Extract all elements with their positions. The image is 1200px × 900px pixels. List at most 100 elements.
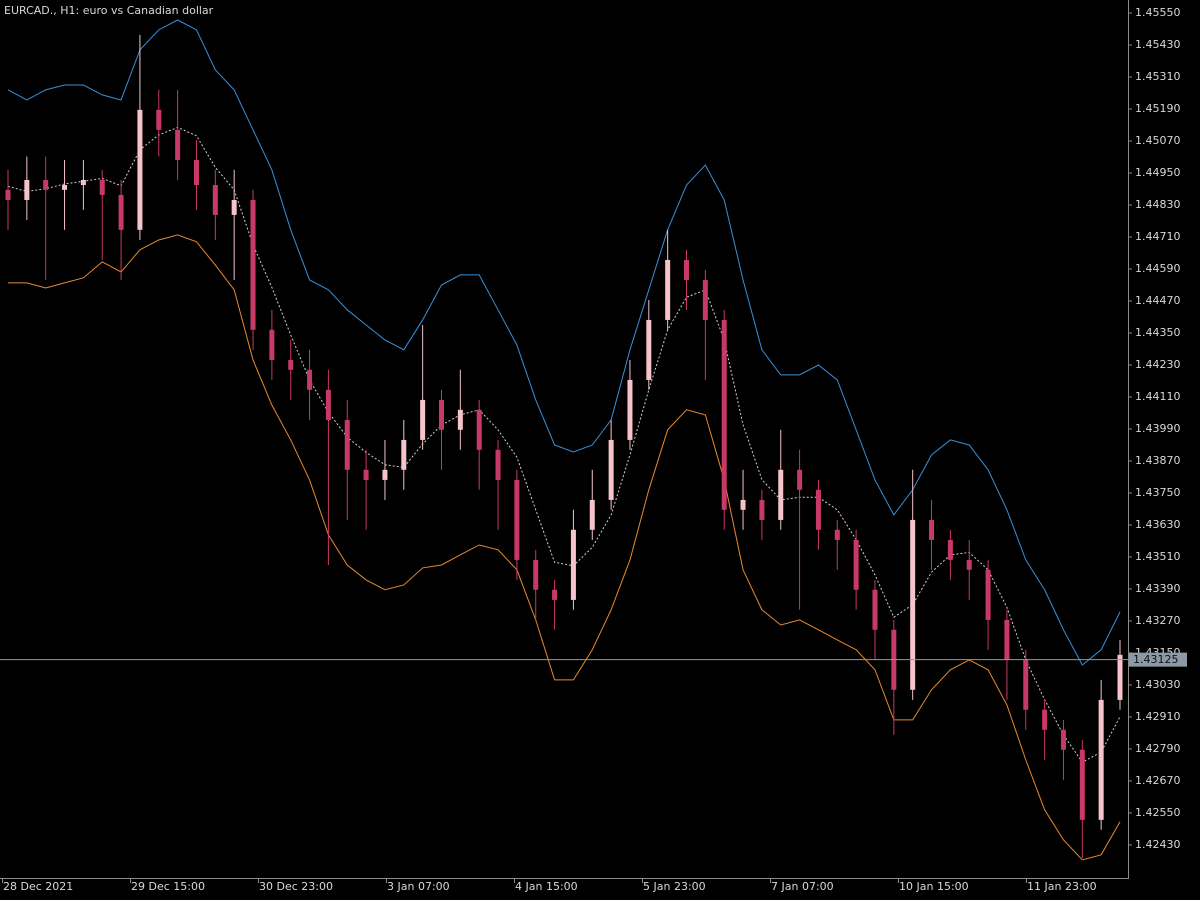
x-tick-label: 10 Jan 15:00 <box>899 880 969 893</box>
y-tick-label: 1.42550 <box>1135 806 1181 819</box>
candle-body <box>759 499 765 520</box>
y-tick-label: 1.45310 <box>1135 70 1181 83</box>
candle-body <box>99 179 105 195</box>
candle-body <box>457 409 463 430</box>
candle-body <box>231 199 237 215</box>
candle-body <box>24 179 30 200</box>
y-tick-label: 1.44950 <box>1135 166 1181 179</box>
candle-body <box>1079 749 1085 820</box>
candle-body <box>382 469 388 480</box>
y-tick-label: 1.44830 <box>1135 198 1181 211</box>
y-tick-label: 1.43030 <box>1135 678 1181 691</box>
last-price-label: 1.43125 <box>1133 653 1179 666</box>
candle-body <box>721 319 727 510</box>
y-tick-label: 1.43270 <box>1135 614 1181 627</box>
candle-body <box>570 529 576 600</box>
candle-body <box>702 279 708 320</box>
y-tick-label: 1.42430 <box>1135 838 1181 851</box>
candle-body <box>288 359 294 370</box>
y-tick-label: 1.44230 <box>1135 358 1181 371</box>
candle-body <box>1023 659 1029 710</box>
candle-body <box>627 379 633 440</box>
y-tick-label: 1.43750 <box>1135 486 1181 499</box>
candle-body <box>495 449 501 480</box>
candle-body <box>307 369 313 390</box>
y-tick-label: 1.42790 <box>1135 742 1181 755</box>
candle-body <box>1060 729 1066 750</box>
y-tick-label: 1.44470 <box>1135 294 1181 307</box>
y-tick-label: 1.43630 <box>1135 518 1181 531</box>
candle-body <box>193 159 199 186</box>
candle-body <box>325 389 331 420</box>
x-tick-label: 5 Jan 23:00 <box>643 880 706 893</box>
candle-body <box>175 129 181 160</box>
y-tick-label: 1.42910 <box>1135 710 1181 723</box>
candle-body <box>118 194 124 230</box>
candle-body <box>778 469 784 520</box>
candle-body <box>1098 699 1104 820</box>
x-tick-label: 30 Dec 23:00 <box>259 880 333 893</box>
candle-body <box>156 109 162 130</box>
candle-body <box>1117 654 1123 700</box>
candle-body <box>589 499 595 530</box>
candle-body <box>1004 619 1010 660</box>
candle-body <box>43 179 49 190</box>
band-line <box>7 19 1121 666</box>
candle-body <box>910 519 916 690</box>
candle-body <box>1042 709 1048 730</box>
candle-body <box>363 469 369 480</box>
x-tick-label: 3 Jan 07:00 <box>387 880 450 893</box>
candle-body <box>401 439 407 470</box>
candle-body <box>646 319 652 380</box>
candle-body <box>80 179 86 186</box>
y-tick-label: 1.44590 <box>1135 262 1181 275</box>
candle-body <box>552 589 558 600</box>
y-tick-label: 1.45070 <box>1135 134 1181 147</box>
candle-body <box>476 409 482 450</box>
y-tick-label: 1.43990 <box>1135 422 1181 435</box>
candle-body <box>872 589 878 630</box>
candle-body <box>985 569 991 620</box>
x-tick-label: 7 Jan 07:00 <box>771 880 834 893</box>
last-price-box <box>1129 652 1187 667</box>
candle-body <box>684 259 690 280</box>
plot-area <box>5 19 1123 861</box>
x-tick-label: 28 Dec 2021 <box>3 880 73 893</box>
chart-title: EURCAD., H1: euro vs Canadian dollar <box>4 4 214 17</box>
y-tick-label: 1.43870 <box>1135 454 1181 467</box>
y-tick-label: 1.44110 <box>1135 390 1181 403</box>
candle-body <box>665 259 671 320</box>
y-tick-label: 1.43510 <box>1135 550 1181 563</box>
candle-body <box>137 109 143 230</box>
candle-body <box>797 469 803 490</box>
y-tick-label: 1.43390 <box>1135 582 1181 595</box>
x-tick-label: 29 Dec 15:00 <box>131 880 205 893</box>
candle-body <box>834 529 840 540</box>
candle-body <box>815 489 821 530</box>
candle-body <box>740 499 746 510</box>
y-tick-label: 1.44710 <box>1135 230 1181 243</box>
band-line <box>7 126 1121 763</box>
y-tick-label: 1.45430 <box>1135 38 1181 51</box>
candle-body <box>420 399 426 440</box>
candle-body <box>250 199 256 330</box>
candle-body <box>608 439 614 500</box>
candle-body <box>5 189 11 200</box>
band-line <box>8 234 1121 861</box>
candle-body <box>62 185 68 190</box>
candle-body <box>438 399 444 430</box>
y-tick-label: 1.44350 <box>1135 326 1181 339</box>
candle-body <box>533 559 539 590</box>
candle-body <box>947 539 953 560</box>
candle-body <box>929 519 935 540</box>
candle-body <box>966 559 972 570</box>
y-tick-label: 1.42670 <box>1135 774 1181 787</box>
candle-body <box>269 329 275 360</box>
x-tick-label: 4 Jan 15:00 <box>515 880 578 893</box>
candle-body <box>212 185 218 215</box>
y-tick-label: 1.45190 <box>1135 102 1181 115</box>
y-tick-label: 1.45550 <box>1135 6 1181 19</box>
